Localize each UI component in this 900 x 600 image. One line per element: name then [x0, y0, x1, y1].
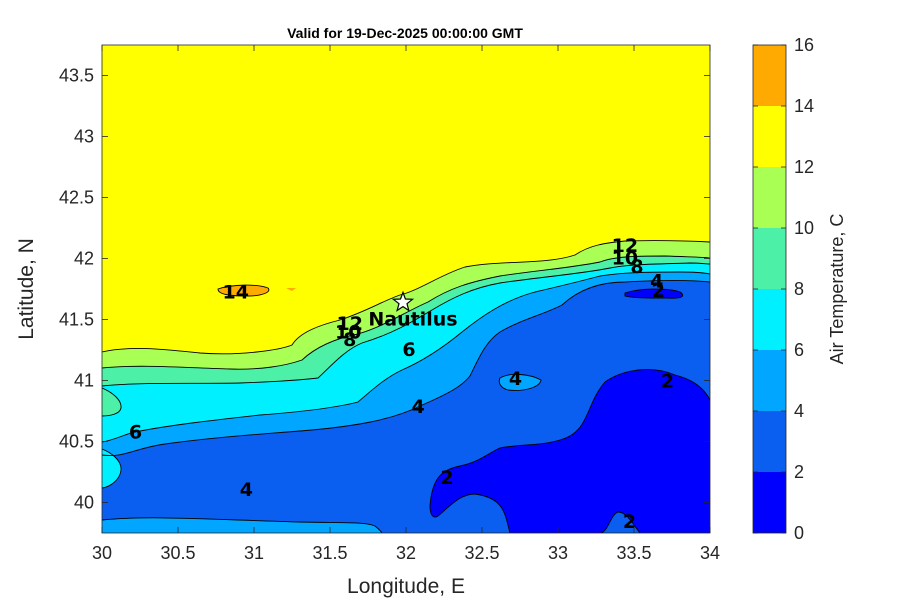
colorbar-segment — [753, 167, 786, 228]
fill-pocket-cyan — [499, 374, 541, 391]
contour-label: 14 — [223, 281, 249, 303]
x-tick-label: 30.5 — [160, 543, 195, 563]
colorbar-tick-label: 12 — [794, 157, 814, 177]
contour-label: 4 — [509, 368, 522, 390]
fill-blob-warm — [218, 285, 269, 296]
contour-fills — [102, 45, 710, 533]
colorbar-tick-label: 2 — [794, 462, 804, 482]
y-tick-label: 43 — [74, 127, 94, 147]
colorbar-tick-label: 16 — [794, 35, 814, 55]
x-tick-label: 30 — [92, 543, 112, 563]
isoline-6 — [102, 262, 710, 387]
y-tick-label: 41.5 — [59, 310, 94, 330]
colorbar-tick-label: 0 — [794, 523, 804, 543]
contour-label: 2 — [440, 467, 453, 489]
colorbar-tick-label: 10 — [794, 218, 814, 238]
station-label: Nautilus — [368, 308, 457, 330]
x-axis-label: Longitude, E — [347, 575, 465, 598]
x-tick-label: 31.5 — [312, 543, 347, 563]
contour-label: 12 — [337, 313, 363, 335]
colorbar: 0 2 4 6 8 10 12 14 16 — [752, 35, 814, 543]
colorbar-tick-label: 14 — [794, 96, 814, 116]
y-tick-label: 42 — [74, 249, 94, 269]
y-tick-label: 40.5 — [59, 432, 94, 452]
colorbar-tick-label: 4 — [794, 401, 804, 421]
isoline-0-south — [599, 511, 641, 533]
contour-label: 4 — [240, 479, 253, 501]
isoline-4 — [102, 271, 710, 443]
star-icon — [391, 290, 415, 312]
isoline-10 — [102, 240, 710, 355]
colorbar-segment — [753, 472, 786, 533]
isoline-west-8 — [102, 387, 122, 417]
contour-label: 2 — [623, 511, 636, 533]
isoline-south — [102, 517, 383, 533]
x-tick-label: 33 — [548, 543, 568, 563]
colorbar-tick-label: 6 — [794, 340, 804, 360]
contour-label: 10 — [335, 322, 361, 344]
x-tick-label: 33.5 — [616, 543, 651, 563]
chart-title: Valid for 19-Dec-2025 00:00:00 GMT — [287, 25, 523, 41]
x-axis: 30 30.5 31 31.5 32 32.5 33 33.5 34 — [92, 45, 720, 563]
x-tick-label: 32 — [396, 543, 416, 563]
colorbar-segment — [753, 228, 786, 289]
x-tick-label: 34 — [700, 543, 720, 563]
contour-lines — [102, 240, 710, 533]
contour-label: 6 — [129, 422, 142, 444]
y-tick-label: 43.5 — [59, 66, 94, 86]
contour-label: 8 — [343, 329, 356, 351]
colorbar-segment — [753, 350, 786, 411]
fill-speck — [286, 288, 296, 291]
isoline-14-blob — [217, 284, 270, 297]
contour-label: 8 — [630, 256, 643, 278]
x-tick-label: 32.5 — [464, 543, 499, 563]
isoline-pocket — [498, 373, 542, 391]
colorbar-tick-label: 8 — [794, 279, 804, 299]
y-tick-label: 42.5 — [59, 188, 94, 208]
contour-label: 6 — [402, 339, 415, 361]
isoline-0 — [429, 369, 710, 533]
colorbar-label: Air Temperature, C — [827, 214, 847, 365]
colorbar-segment — [753, 45, 786, 106]
colorbar-segment — [753, 106, 786, 167]
isoline-2 — [102, 280, 710, 456]
contour-label: 2 — [652, 280, 665, 302]
fill-band-below-0 — [430, 369, 710, 533]
colorbar-segment — [753, 289, 786, 350]
colorbar-segment — [753, 411, 786, 472]
station-marker: Nautilus — [368, 290, 458, 330]
y-tick-label: 41 — [74, 371, 94, 391]
contour-label: 2 — [661, 371, 674, 393]
fill-blob-east-blue — [625, 289, 683, 299]
y-tick-label: 40 — [74, 493, 94, 513]
contour-label: 10 — [612, 247, 638, 269]
contour-label: 4 — [650, 270, 663, 292]
isoline-west-6 — [102, 448, 122, 489]
x-tick-label: 31 — [244, 543, 264, 563]
isoline-east-blob — [624, 288, 684, 299]
fill-edge-south-cyan — [102, 517, 382, 533]
y-axis-label: Latitude, N — [15, 238, 38, 340]
fill-edge-west-green — [102, 388, 122, 416]
contour-label: 4 — [412, 396, 425, 418]
isoline-8 — [102, 255, 710, 370]
contour-label: 12 — [612, 235, 638, 257]
